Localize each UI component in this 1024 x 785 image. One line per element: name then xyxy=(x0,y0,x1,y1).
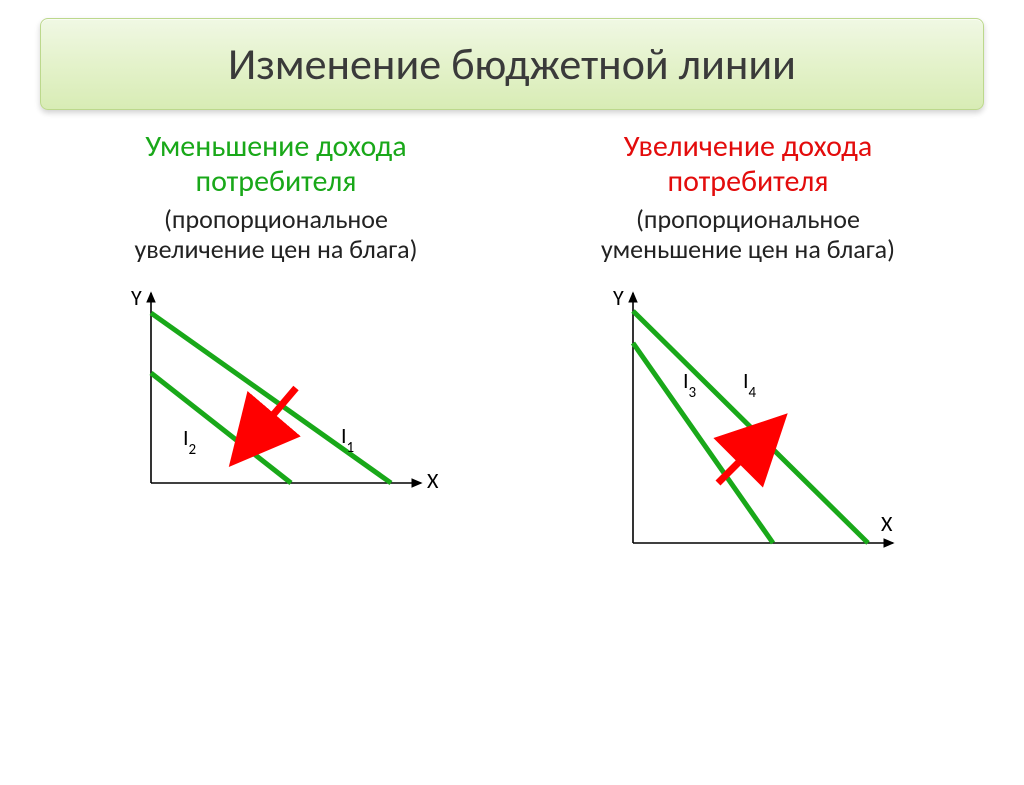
left-heading-line1: Уменьшение дохода xyxy=(145,128,406,165)
left-heading: Уменьшение дохода потребителя xyxy=(59,130,493,199)
x-axis-label: X xyxy=(427,467,439,494)
left-chart-wrap: Y X I1 I2 xyxy=(59,283,493,523)
left-sub-line2: увеличение цен на блага) xyxy=(134,233,417,265)
right-heading-line2: потребителя xyxy=(667,163,828,200)
left-subheading: (пропорциональное увеличение цен на благ… xyxy=(59,205,493,265)
shift-arrow-right xyxy=(718,443,758,483)
right-heading: Увеличение дохода потребителя xyxy=(531,130,965,199)
right-chart-wrap: Y X I3 I4 xyxy=(531,283,965,583)
left-panel: Уменьшение дохода потребителя (пропорцио… xyxy=(59,130,493,583)
left-chart: Y X I1 I2 xyxy=(111,283,441,523)
label-I4: I4 xyxy=(743,367,757,402)
right-panel: Увеличение дохода потребителя (пропорцио… xyxy=(531,130,965,583)
left-heading-line2: потребителя xyxy=(195,163,356,200)
x-axis-label: X xyxy=(881,510,893,537)
right-heading-line1: Увеличение дохода xyxy=(624,128,873,165)
label-I2: I2 xyxy=(183,424,196,459)
budget-line-I3 xyxy=(633,343,773,543)
budget-line-I1 xyxy=(151,313,391,483)
left-sub-line1: (пропорциональное xyxy=(164,203,388,235)
right-chart: Y X I3 I4 xyxy=(583,283,913,583)
budget-line-I2 xyxy=(151,373,291,483)
y-axis-label: Y xyxy=(131,284,142,311)
right-subheading: (пропорциональное уменьшение цен на благ… xyxy=(531,205,965,265)
right-sub-line1: (пропорциональное xyxy=(636,203,860,235)
slide-title: Изменение бюджетной линии xyxy=(40,18,984,110)
y-axis-label: Y xyxy=(613,284,624,311)
content-row: Уменьшение дохода потребителя (пропорцио… xyxy=(0,130,1024,583)
right-sub-line2: уменьшение цен на блага) xyxy=(601,233,895,265)
